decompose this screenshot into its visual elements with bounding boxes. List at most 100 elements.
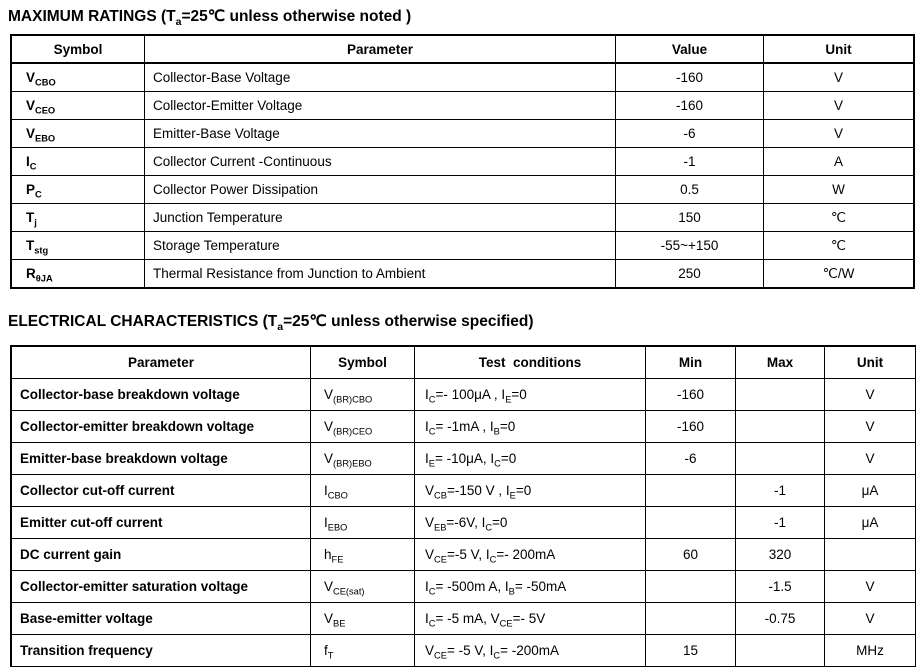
table-cell: Collector Power Dissipation [144, 175, 616, 204]
table-cell: -1 [735, 506, 825, 539]
electrical-characteristics-title: ELECTRICAL CHARACTERISTICS (Ta=25℃ unles… [8, 313, 534, 334]
table-cell: IC= -500m A, IB= -50mA [414, 570, 646, 603]
table-row: IC Collector Current -Continuous -1 A [10, 147, 915, 176]
table-row: Tj Junction Temperature 150 ℃ [10, 203, 915, 232]
table-cell [735, 378, 825, 411]
table-cell: V [824, 410, 916, 443]
table-cell: -160 [615, 91, 764, 120]
table-cell: hFE [310, 538, 415, 571]
table-cell: IC= -5 mA, VCE=- 5V [414, 602, 646, 635]
max-ratings-table: Symbol Parameter Value Unit VCBO Collector-Ba… [10, 34, 915, 289]
table-cell: IC= -1mA , IB=0 [414, 410, 646, 443]
table-cell: Tstg [10, 231, 145, 260]
table-cell: -1 [735, 474, 825, 507]
column-header: Min [645, 345, 736, 379]
table-cell: Collector-Base Voltage [144, 62, 616, 92]
header-row: Parameter Symbol Test conditions Min Max Unit [10, 345, 916, 379]
table-cell [824, 538, 916, 571]
table-cell: Collector Current -Continuous [144, 147, 616, 176]
column-header: Test conditions [414, 345, 646, 379]
table-cell: -1.5 [735, 570, 825, 603]
table-cell: Collector-emitter breakdown voltage [10, 410, 311, 443]
table-cell: μA [824, 506, 916, 539]
table-cell: -1 [615, 147, 764, 176]
table-cell: Thermal Resistance from Junction to Ambi… [144, 259, 616, 289]
table-cell: IC=- 100μA , IE=0 [414, 378, 646, 411]
table-row: PC Collector Power Dissipation 0.5 W [10, 175, 915, 204]
table-cell [735, 634, 825, 667]
table-cell: RθJA [10, 259, 145, 289]
table-cell: 0.5 [615, 175, 764, 204]
electrical-characteristics-section: ELECTRICAL CHARACTERISTICS (Ta=25℃ unles… [8, 312, 916, 667]
table-cell: Collector-Emitter Voltage [144, 91, 616, 120]
table-cell: Emitter cut-off current [10, 506, 311, 539]
table-cell: MHz [824, 634, 916, 667]
table-cell: 320 [735, 538, 825, 571]
table-cell: -6 [645, 442, 736, 475]
max-ratings-section: MAXIMUM RATINGS (Ta=25℃ unless otherwise… [8, 7, 915, 289]
table-cell: -0.75 [735, 602, 825, 635]
table-cell: IE= -10μA, IC=0 [414, 442, 646, 475]
table-row: Base-emitter voltage VBE IC= -5 mA, VCE=- … [10, 602, 916, 635]
table-row: Collector-emitter breakdown voltage V(BR)… [10, 410, 916, 443]
table-cell: IEBO [310, 506, 415, 539]
table-cell: A [763, 147, 915, 176]
table-cell: -160 [645, 410, 736, 443]
table-cell: V [763, 62, 915, 92]
table-cell: W [763, 175, 915, 204]
table-cell [645, 474, 736, 507]
table-cell: V [824, 602, 916, 635]
table-cell: 250 [615, 259, 764, 289]
table-cell: ℃ [763, 231, 915, 260]
table-cell: V [824, 570, 916, 603]
table-cell: Tj [10, 203, 145, 232]
table-cell: Emitter-Base Voltage [144, 119, 616, 148]
table-row: Emitter cut-off current IEBO VEB=-6V, IC=0… [10, 506, 916, 539]
table-cell: μA [824, 474, 916, 507]
table-row: RθJA Thermal Resistance from Junction to … [10, 259, 915, 289]
table-cell: 60 [645, 538, 736, 571]
table-cell: VCE=-5 V, IC=- 200mA [414, 538, 646, 571]
table-cell: ICBO [310, 474, 415, 507]
table-cell: V [824, 442, 916, 475]
table-row: Emitter-base breakdown voltage V(BR)EBO IE… [10, 442, 916, 475]
table-cell [645, 570, 736, 603]
electrical-characteristics-table: Parameter Symbol Test conditions Min Max Unit… [10, 345, 916, 667]
table-cell [645, 506, 736, 539]
table-cell: 15 [645, 634, 736, 667]
table-cell: IC [10, 147, 145, 176]
table-cell: V(BR)EBO [310, 442, 415, 475]
table-cell: ℃/W [763, 259, 915, 289]
table-cell: VCE(sat) [310, 570, 415, 603]
table-cell [735, 410, 825, 443]
table-cell: VCEO [10, 91, 145, 120]
table-cell: V [763, 119, 915, 148]
table-cell: Storage Temperature [144, 231, 616, 260]
table-cell: V(BR)CEO [310, 410, 415, 443]
table-row: VCBO Collector-Base Voltage -160 V [10, 62, 915, 92]
column-header: Parameter [144, 34, 616, 64]
table-cell: VEBO [10, 119, 145, 148]
table-cell: V(BR)CBO [310, 378, 415, 411]
table-cell: -160 [645, 378, 736, 411]
header-row: Symbol Parameter Value Unit [10, 34, 915, 64]
column-header: Unit [824, 345, 916, 379]
column-header: Value [615, 34, 764, 64]
table-row: DC current gain hFE VCE=-5 V, IC=- 200mA 60… [10, 538, 916, 571]
table-cell: Base-emitter voltage [10, 602, 311, 635]
column-header: Unit [763, 34, 915, 64]
table-cell: Collector cut-off current [10, 474, 311, 507]
table-cell: Collector-base breakdown voltage [10, 378, 311, 411]
table-cell: ℃ [763, 203, 915, 232]
table-cell: DC current gain [10, 538, 311, 571]
table-cell [645, 602, 736, 635]
column-header: Symbol [310, 345, 415, 379]
table-cell: VCB=-150 V , IE=0 [414, 474, 646, 507]
table-row: Collector-emitter saturation voltage VCE(… [10, 570, 916, 603]
table-cell: PC [10, 175, 145, 204]
table-cell: V [763, 91, 915, 120]
table-cell [735, 442, 825, 475]
max-ratings-title: MAXIMUM RATINGS (Ta=25℃ unless otherwise… [8, 8, 412, 29]
